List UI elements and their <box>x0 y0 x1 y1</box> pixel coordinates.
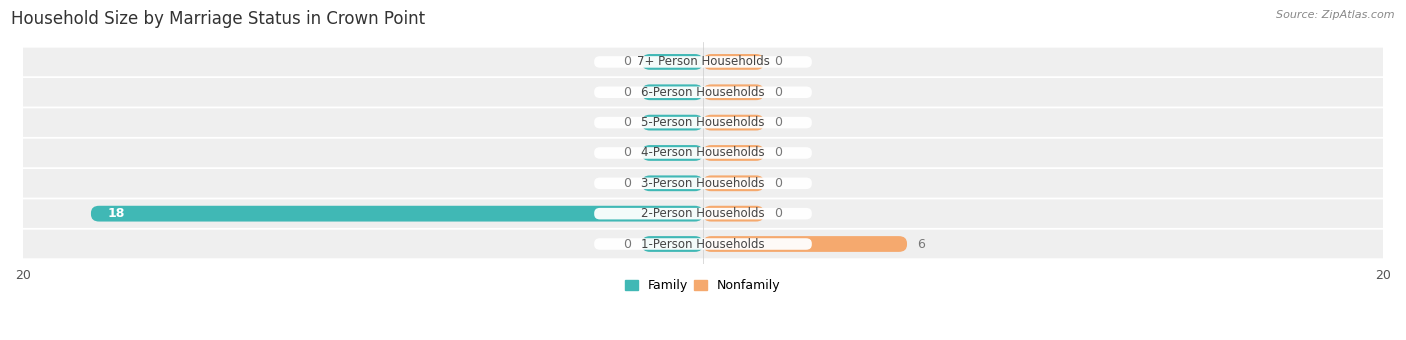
Text: 6-Person Households: 6-Person Households <box>641 86 765 99</box>
Text: 0: 0 <box>775 116 782 129</box>
FancyBboxPatch shape <box>6 108 1400 137</box>
Text: 7+ Person Households: 7+ Person Households <box>637 55 769 68</box>
FancyBboxPatch shape <box>641 236 703 252</box>
Text: 0: 0 <box>775 177 782 190</box>
Text: 0: 0 <box>624 55 631 68</box>
Text: 4-Person Households: 4-Person Households <box>641 147 765 159</box>
FancyBboxPatch shape <box>595 86 811 98</box>
Text: Source: ZipAtlas.com: Source: ZipAtlas.com <box>1277 10 1395 20</box>
FancyBboxPatch shape <box>595 208 811 219</box>
Text: 6: 6 <box>917 238 925 251</box>
FancyBboxPatch shape <box>641 54 703 70</box>
FancyBboxPatch shape <box>595 56 811 68</box>
Text: 0: 0 <box>775 147 782 159</box>
Legend: Family, Nonfamily: Family, Nonfamily <box>620 274 786 298</box>
Text: 0: 0 <box>624 116 631 129</box>
Text: 3-Person Households: 3-Person Households <box>641 177 765 190</box>
Text: 0: 0 <box>775 207 782 220</box>
FancyBboxPatch shape <box>641 145 703 161</box>
FancyBboxPatch shape <box>703 236 907 252</box>
FancyBboxPatch shape <box>641 84 703 100</box>
FancyBboxPatch shape <box>6 199 1400 228</box>
FancyBboxPatch shape <box>6 230 1400 258</box>
FancyBboxPatch shape <box>91 206 703 222</box>
FancyBboxPatch shape <box>703 175 765 191</box>
FancyBboxPatch shape <box>6 169 1400 198</box>
FancyBboxPatch shape <box>703 115 765 131</box>
FancyBboxPatch shape <box>703 84 765 100</box>
FancyBboxPatch shape <box>641 115 703 131</box>
Text: 18: 18 <box>108 207 125 220</box>
FancyBboxPatch shape <box>595 117 811 129</box>
Text: 0: 0 <box>775 86 782 99</box>
Text: 0: 0 <box>624 177 631 190</box>
Text: 5-Person Households: 5-Person Households <box>641 116 765 129</box>
FancyBboxPatch shape <box>703 54 765 70</box>
FancyBboxPatch shape <box>595 177 811 189</box>
Text: Household Size by Marriage Status in Crown Point: Household Size by Marriage Status in Cro… <box>11 10 426 28</box>
Text: 0: 0 <box>624 147 631 159</box>
FancyBboxPatch shape <box>6 78 1400 106</box>
Text: 1-Person Households: 1-Person Households <box>641 238 765 251</box>
FancyBboxPatch shape <box>703 145 765 161</box>
FancyBboxPatch shape <box>641 175 703 191</box>
FancyBboxPatch shape <box>595 238 811 250</box>
Text: 2-Person Households: 2-Person Households <box>641 207 765 220</box>
FancyBboxPatch shape <box>6 48 1400 76</box>
FancyBboxPatch shape <box>703 206 765 222</box>
Text: 0: 0 <box>624 238 631 251</box>
Text: 0: 0 <box>624 86 631 99</box>
FancyBboxPatch shape <box>595 147 811 159</box>
Text: 0: 0 <box>775 55 782 68</box>
FancyBboxPatch shape <box>6 139 1400 167</box>
